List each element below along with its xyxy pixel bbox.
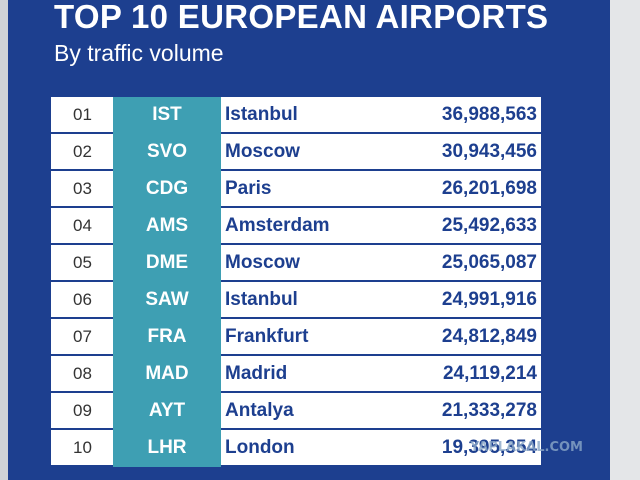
code-cell: LHR	[113, 430, 221, 467]
infographic-panel: TOP 10 EUROPEAN AIRPORTS By traffic volu…	[8, 0, 610, 480]
code-cell: AMS	[113, 208, 221, 245]
page-margin	[610, 0, 640, 480]
table-row: 04 AMS Amsterdam 25,492,633	[51, 208, 541, 245]
code-cell: DME	[113, 245, 221, 282]
table-row: 06 SAW Istanbul 24,991,916	[51, 282, 541, 319]
rank-cell: 10	[51, 430, 113, 467]
city-cell: Madrid	[221, 356, 371, 393]
passengers-cell: 24,812,849	[371, 319, 541, 356]
page-subtitle: By traffic volume	[54, 40, 224, 66]
airports-table: 01 IST Istanbul 36,988,563 02 SVO Moscow…	[51, 97, 541, 467]
city-cell: Istanbul	[221, 97, 371, 134]
table-row: 08 MAD Madrid 24,119,214	[51, 356, 541, 393]
rank-cell: 07	[51, 319, 113, 356]
table-row: 10 LHR London 19,395,354	[51, 430, 541, 467]
passengers-cell: 24,119,214	[371, 356, 541, 393]
code-cell: SVO	[113, 134, 221, 171]
city-cell: London	[221, 430, 371, 467]
code-cell: FRA	[113, 319, 221, 356]
passengers-cell: 25,492,633	[371, 208, 541, 245]
rank-cell: 05	[51, 245, 113, 282]
code-cell: IST	[113, 97, 221, 134]
city-cell: Paris	[221, 171, 371, 208]
passengers-cell: 26,201,698	[371, 171, 541, 208]
table-row: 09 AYT Antalya 21,333,278	[51, 393, 541, 430]
passengers-cell: 25,065,087	[371, 245, 541, 282]
rank-cell: 01	[51, 97, 113, 134]
table-row: 02 SVO Moscow 30,943,456	[51, 134, 541, 171]
city-cell: Frankfurt	[221, 319, 371, 356]
rank-cell: 06	[51, 282, 113, 319]
watermark: YAPLAKAL.COM	[470, 440, 583, 455]
table-row: 03 CDG Paris 26,201,698	[51, 171, 541, 208]
rank-cell: 03	[51, 171, 113, 208]
city-cell: Antalya	[221, 393, 371, 430]
code-cell: MAD	[113, 356, 221, 393]
city-cell: Moscow	[221, 134, 371, 171]
table-row: 01 IST Istanbul 36,988,563	[51, 97, 541, 134]
rank-cell: 02	[51, 134, 113, 171]
code-cell: AYT	[113, 393, 221, 430]
rank-cell: 08	[51, 356, 113, 393]
passengers-cell: 24,991,916	[371, 282, 541, 319]
city-cell: Moscow	[221, 245, 371, 282]
passengers-cell: 36,988,563	[371, 97, 541, 134]
rank-cell: 09	[51, 393, 113, 430]
passengers-cell: 21,333,278	[371, 393, 541, 430]
city-cell: Istanbul	[221, 282, 371, 319]
code-cell: SAW	[113, 282, 221, 319]
page-title: TOP 10 EUROPEAN AIRPORTS	[54, 0, 549, 35]
table-row: 05 DME Moscow 25,065,087	[51, 245, 541, 282]
code-cell: CDG	[113, 171, 221, 208]
city-cell: Amsterdam	[221, 208, 371, 245]
rank-cell: 04	[51, 208, 113, 245]
passengers-cell: 30,943,456	[371, 134, 541, 171]
passengers-cell: 19,395,354	[371, 430, 541, 467]
table-row: 07 FRA Frankfurt 24,812,849	[51, 319, 541, 356]
